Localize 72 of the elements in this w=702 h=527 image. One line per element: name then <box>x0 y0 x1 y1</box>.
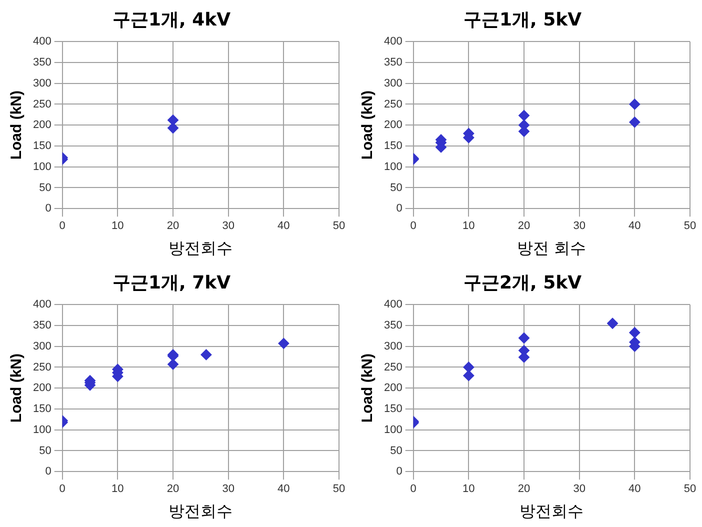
y-tick-label: 50 <box>390 182 402 194</box>
chart-title: 구근1개, 7kV <box>112 272 231 294</box>
y-tick-label: 100 <box>384 160 402 173</box>
y-axis-title: Load (kN) <box>359 90 376 160</box>
chart-title: 구근1개, 5kV <box>463 9 582 30</box>
y-tick-label: 0 <box>45 466 52 478</box>
y-tick-label: 150 <box>384 403 402 416</box>
y-tick-label: 400 <box>384 298 402 311</box>
y-tick-label: 250 <box>32 361 52 374</box>
y-tick-label: 50 <box>390 444 402 457</box>
x-axis-title: 방전 회수 <box>517 238 586 258</box>
x-tick-label: 40 <box>278 483 290 496</box>
x-tick-label: 0 <box>59 220 66 232</box>
y-tick-label: 350 <box>32 56 52 69</box>
y-tick-label: 350 <box>384 56 402 69</box>
y-tick-label: 350 <box>384 320 402 332</box>
y-tick-label: 300 <box>384 77 402 90</box>
y-tick-label: 0 <box>396 466 402 478</box>
y-tick-label: 200 <box>32 382 52 394</box>
x-tick-label: 30 <box>573 220 586 232</box>
y-tick-label: 150 <box>32 403 52 416</box>
y-tick-label: 50 <box>39 182 52 194</box>
y-tick-label: 150 <box>384 140 402 152</box>
x-tick-label: 0 <box>410 220 416 232</box>
y-tick-label: 300 <box>32 77 52 90</box>
y-tick-label: 100 <box>384 424 402 436</box>
x-tick-label: 50 <box>684 220 696 232</box>
x-tick-label: 50 <box>332 483 346 496</box>
x-tick-label: 20 <box>518 220 530 232</box>
x-tick-label: 0 <box>410 483 416 496</box>
y-tick-label: 0 <box>396 202 402 215</box>
x-tick-label: 50 <box>684 483 696 496</box>
x-tick-label: 20 <box>166 220 180 232</box>
y-tick-label: 250 <box>384 361 402 374</box>
chart-title: 구근1개, 4kV <box>112 9 231 30</box>
x-tick-label: 20 <box>518 483 530 496</box>
x-tick-label: 30 <box>222 483 234 496</box>
y-tick-label: 300 <box>32 340 52 352</box>
x-axis-title: 방전회수 <box>520 502 584 521</box>
x-tick-label: 30 <box>573 483 586 496</box>
x-tick-label: 40 <box>278 220 290 232</box>
x-tick-label: 10 <box>462 220 475 232</box>
y-tick-label: 200 <box>32 119 52 132</box>
y-tick-label: 0 <box>45 202 52 215</box>
x-tick-label: 40 <box>628 483 641 496</box>
y-tick-label: 50 <box>39 444 52 457</box>
x-tick-label: 30 <box>222 220 234 232</box>
x-axis-title: 방전회수 <box>168 238 233 258</box>
y-tick-label: 100 <box>32 424 52 436</box>
y-tick-label: 150 <box>32 140 52 152</box>
x-tick-label: 0 <box>59 483 66 496</box>
x-tick-label: 10 <box>462 483 475 496</box>
y-tick-label: 250 <box>384 98 402 110</box>
chart-title: 구근2개, 5kV <box>463 272 582 294</box>
x-tick-label: 20 <box>166 483 180 496</box>
y-tick-label: 250 <box>32 98 52 110</box>
y-tick-label: 400 <box>32 298 52 311</box>
y-tick-label: 200 <box>384 119 402 132</box>
y-tick-label: 400 <box>32 36 52 48</box>
x-tick-label: 40 <box>628 220 641 232</box>
x-tick-label: 10 <box>112 220 124 232</box>
y-tick-label: 100 <box>32 160 52 173</box>
y-axis-title: Load (kN) <box>8 90 26 160</box>
y-axis-title: Load (kN) <box>8 354 26 423</box>
y-tick-label: 300 <box>384 340 402 352</box>
y-tick-label: 400 <box>384 36 402 48</box>
x-tick-label: 50 <box>332 220 346 232</box>
x-axis-title: 방전회수 <box>168 502 233 521</box>
x-tick-label: 10 <box>112 483 124 496</box>
y-tick-label: 200 <box>384 382 402 394</box>
y-tick-label: 350 <box>32 320 52 332</box>
y-axis-title: Load (kN) <box>359 354 376 423</box>
